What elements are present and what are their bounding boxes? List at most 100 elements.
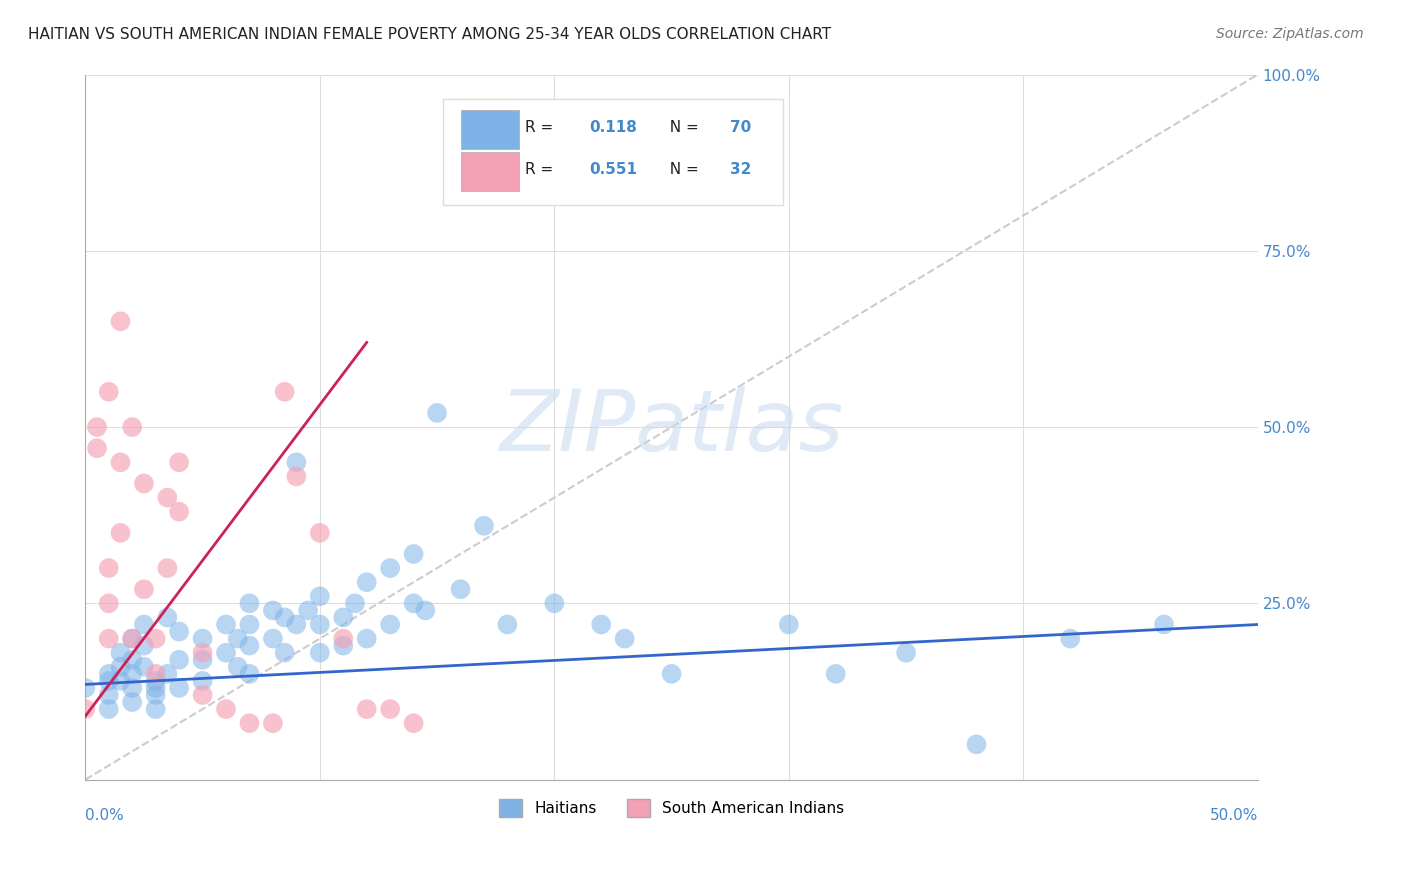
Legend: Haitians, South American Indians: Haitians, South American Indians xyxy=(491,791,852,825)
Point xyxy=(191,632,214,646)
Point xyxy=(402,716,425,731)
Point xyxy=(332,639,354,653)
Point xyxy=(308,525,330,540)
Point xyxy=(110,525,132,540)
Point xyxy=(297,603,319,617)
Point xyxy=(97,596,120,610)
Point xyxy=(75,681,97,695)
Point xyxy=(132,660,155,674)
Text: ZIPatlas: ZIPatlas xyxy=(499,385,844,468)
Point xyxy=(97,673,120,688)
Text: 70: 70 xyxy=(730,120,751,135)
Point xyxy=(308,646,330,660)
Point xyxy=(121,420,143,434)
Point xyxy=(262,716,284,731)
FancyBboxPatch shape xyxy=(461,110,519,149)
Point xyxy=(226,660,249,674)
Point xyxy=(273,610,295,624)
Point xyxy=(450,582,472,597)
Point xyxy=(145,681,167,695)
Text: R =: R = xyxy=(524,162,558,178)
Point xyxy=(97,561,120,575)
Point xyxy=(356,575,378,590)
Point xyxy=(215,617,238,632)
Point xyxy=(426,406,449,420)
Point xyxy=(191,646,214,660)
Point xyxy=(121,695,143,709)
Point xyxy=(1059,632,1081,646)
Point xyxy=(496,617,519,632)
FancyBboxPatch shape xyxy=(461,152,519,191)
Point xyxy=(285,617,308,632)
Point xyxy=(332,632,354,646)
Point xyxy=(110,660,132,674)
Point xyxy=(285,469,308,483)
Point xyxy=(97,688,120,702)
Point xyxy=(75,702,97,716)
Text: 0.0%: 0.0% xyxy=(86,808,124,822)
Point xyxy=(378,561,401,575)
Point xyxy=(121,632,143,646)
Point xyxy=(1153,617,1175,632)
Point xyxy=(356,632,378,646)
Point xyxy=(145,673,167,688)
Text: 0.118: 0.118 xyxy=(589,120,637,135)
Point xyxy=(273,384,295,399)
Point xyxy=(145,688,167,702)
Point xyxy=(778,617,800,632)
Point xyxy=(402,596,425,610)
Text: N =: N = xyxy=(659,162,703,178)
Point xyxy=(110,455,132,469)
Text: R =: R = xyxy=(524,120,558,135)
Point xyxy=(238,596,260,610)
Point xyxy=(167,455,190,469)
Point xyxy=(97,702,120,716)
Point xyxy=(121,681,143,695)
Point xyxy=(145,702,167,716)
Point xyxy=(86,441,108,455)
Point xyxy=(308,589,330,603)
Point xyxy=(167,653,190,667)
Point xyxy=(238,639,260,653)
Point xyxy=(472,518,495,533)
Point xyxy=(145,632,167,646)
Text: N =: N = xyxy=(659,120,703,135)
Point xyxy=(110,646,132,660)
Point xyxy=(110,314,132,328)
Point xyxy=(238,666,260,681)
Point xyxy=(132,639,155,653)
Point xyxy=(156,666,179,681)
Point xyxy=(121,632,143,646)
Point xyxy=(167,624,190,639)
Point xyxy=(378,702,401,716)
FancyBboxPatch shape xyxy=(443,99,783,205)
Point xyxy=(308,617,330,632)
Point xyxy=(332,610,354,624)
Text: 50.0%: 50.0% xyxy=(1209,808,1258,822)
Point xyxy=(215,646,238,660)
Point xyxy=(965,737,987,751)
Point xyxy=(121,653,143,667)
Point xyxy=(145,666,167,681)
Point xyxy=(343,596,366,610)
Point xyxy=(156,561,179,575)
Point xyxy=(215,702,238,716)
Text: 0.551: 0.551 xyxy=(589,162,637,178)
Point xyxy=(356,702,378,716)
Point xyxy=(591,617,613,632)
Point xyxy=(191,653,214,667)
Point xyxy=(132,582,155,597)
Point xyxy=(894,646,917,660)
Point xyxy=(132,476,155,491)
Point xyxy=(121,666,143,681)
Point xyxy=(238,617,260,632)
Point xyxy=(613,632,636,646)
Point xyxy=(378,617,401,632)
Point xyxy=(238,716,260,731)
Point xyxy=(191,688,214,702)
Point xyxy=(543,596,565,610)
Point xyxy=(824,666,846,681)
Point xyxy=(273,646,295,660)
Point xyxy=(262,632,284,646)
Text: Source: ZipAtlas.com: Source: ZipAtlas.com xyxy=(1216,27,1364,41)
